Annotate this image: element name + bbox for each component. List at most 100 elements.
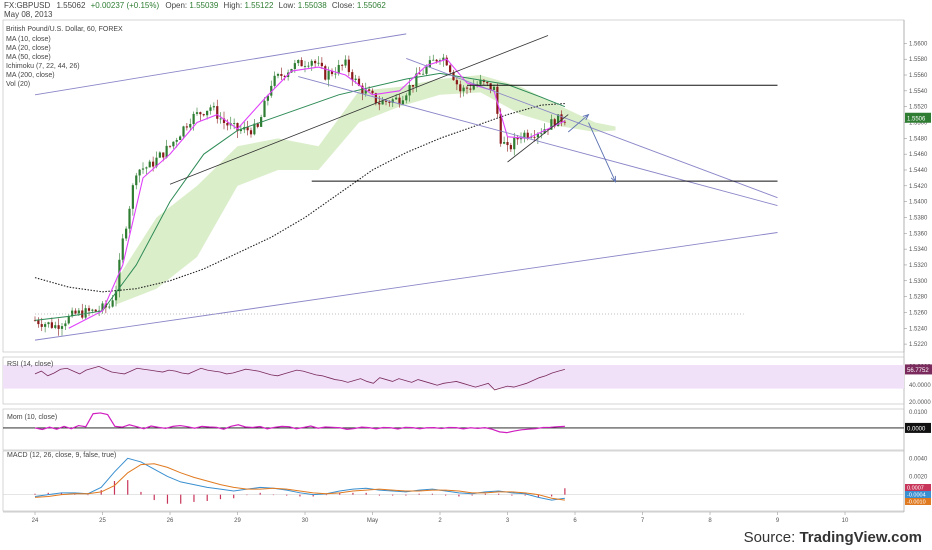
macd-hist-bar (299, 494, 301, 497)
price-tick-label: 1.5320 (909, 263, 928, 269)
candle-body (503, 142, 506, 144)
candle-body (533, 136, 536, 138)
macd-hist-bar (537, 494, 539, 498)
candle-body (87, 308, 91, 311)
price-tick-label: 1.5380 (909, 215, 928, 221)
macd-last-box (905, 484, 931, 491)
candle-body (216, 106, 219, 119)
header-low: 1.55038 (298, 1, 327, 10)
macd-last-box (905, 491, 931, 498)
channel-line (34, 232, 778, 341)
macd-hist-bar (87, 494, 89, 496)
macd-hist-bar (272, 494, 275, 496)
candle-body (236, 123, 239, 132)
macd-last-label: -0.0004 (907, 493, 926, 499)
macd-hist-bar (378, 494, 381, 496)
macd-tick-label: 0.0020 (909, 474, 928, 480)
x-tick-label: 9 (776, 518, 780, 524)
candle-body (108, 306, 111, 308)
candle-body (560, 114, 563, 122)
candle-body (155, 157, 158, 167)
candle-body (398, 97, 401, 105)
candle-body (91, 309, 94, 311)
candle-body (192, 113, 195, 124)
macd-hist-bar (127, 480, 129, 495)
macd-hist-bar (484, 493, 486, 495)
price-tick-label: 1.5520 (909, 105, 928, 111)
price-tick-label: 1.5220 (909, 342, 928, 348)
channel-line (406, 57, 778, 199)
source-credit: Source: TradingView.com (744, 529, 922, 546)
candle-body (455, 80, 458, 85)
x-tick-label: 3 (506, 518, 510, 524)
candle-body (553, 119, 556, 127)
candle-body (526, 132, 529, 138)
price-tick-label: 1.5540 (909, 89, 928, 95)
x-tick-label: 24 (32, 518, 39, 524)
candle-body (280, 74, 283, 76)
macd-hist-bar (392, 494, 394, 496)
candle-body (422, 73, 425, 75)
candle-body (67, 316, 70, 324)
candle-body (114, 291, 118, 301)
macd-last-box (905, 498, 931, 505)
candles (33, 53, 566, 336)
candle-body (138, 169, 141, 176)
legend-ma10: MA (10, close) (6, 36, 51, 43)
candle-body (314, 60, 317, 64)
forecast-arrow (567, 114, 589, 133)
macd-hist-bar (471, 494, 473, 496)
macd-hist-bar (113, 481, 116, 495)
legend-ma200: MA (200, close) (6, 72, 55, 79)
candle-body (536, 133, 539, 138)
candle-body (145, 167, 148, 169)
candle-body (327, 70, 330, 80)
candle-body (442, 57, 445, 61)
candle-body (33, 320, 37, 322)
candle-body (334, 73, 337, 75)
macd-hist-bar (564, 488, 566, 495)
candle-body (273, 75, 276, 86)
x-tick-label: 10 (842, 518, 849, 524)
candle-body (74, 310, 77, 314)
candle-body (239, 129, 242, 132)
candle-body (310, 60, 313, 66)
candle-body (341, 64, 344, 66)
macd-hist-bar (47, 492, 49, 495)
candle-body (209, 107, 212, 111)
price-tick-label: 1.5360 (909, 231, 928, 237)
candle-body (459, 84, 462, 92)
x-tick-label: 6 (573, 518, 577, 524)
candle-body (354, 78, 357, 80)
candle-body (297, 60, 300, 64)
candle-body (256, 123, 259, 127)
candle-body (344, 59, 347, 66)
candle-body (462, 87, 465, 92)
legend: British Pound/U.S. Dollar, 60, FOREX MA … (6, 26, 123, 88)
channel-line (298, 76, 778, 207)
candle-body (47, 322, 50, 325)
macd-hist-bar (259, 492, 261, 495)
candle-body (162, 152, 165, 158)
candle-body (175, 139, 178, 142)
candle-body (486, 81, 489, 84)
macd-hist-bar (405, 494, 407, 496)
candle-body (303, 65, 307, 67)
x-tick-label: 26 (167, 518, 174, 524)
candle-body (489, 83, 492, 91)
legend-ma50: MA (50, close) (6, 54, 51, 61)
candle-body (516, 137, 519, 140)
header-date: May 08, 2013 (4, 10, 53, 19)
last-price-box (905, 112, 931, 123)
macd-hist-bar (60, 492, 63, 495)
macd-hist-bar (325, 494, 328, 496)
macd-hist-bar (312, 494, 314, 497)
candle-body (71, 310, 74, 317)
x-tick-label: 8 (708, 518, 712, 524)
candle-body (179, 136, 182, 140)
candle-body (435, 59, 438, 62)
candle-body (195, 112, 199, 114)
mom-tick-label: 0.0100 (909, 410, 928, 416)
candle-body (499, 113, 502, 144)
